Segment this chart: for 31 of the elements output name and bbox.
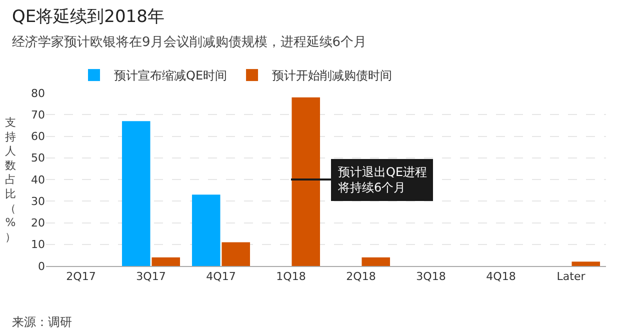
bar	[152, 257, 180, 266]
x-tick-label: 1Q18	[276, 270, 306, 284]
x-tick-label: 4Q17	[206, 270, 236, 284]
y-tick-label: 0	[38, 260, 45, 273]
y-tick-label: 40	[31, 173, 45, 186]
x-tick-label: 4Q18	[486, 270, 516, 284]
y-tick-label: 80	[31, 86, 45, 100]
x-tick-label: 2Q17	[66, 270, 96, 284]
bar	[572, 262, 600, 266]
bar	[292, 97, 320, 266]
y-tick-label: 30	[31, 194, 45, 208]
x-tick-label: 3Q18	[416, 270, 446, 284]
y-tick-label: 10	[31, 238, 45, 252]
x-tick-label: Later	[556, 270, 586, 284]
y-tick-label: 70	[31, 108, 45, 122]
bar	[222, 242, 250, 266]
annotation: 预计退出QE进程将持续6个月	[337, 165, 428, 195]
text: 支持人数占比（%）	[5, 116, 16, 244]
bar	[192, 194, 220, 266]
bar	[122, 121, 150, 266]
source-note: 来源：调研	[12, 315, 72, 329]
chart-subtitle: 经济学家预计欧银将在9月会议削减购债规模，进程延续6个月	[12, 34, 367, 50]
y-tick-label: 20	[31, 216, 45, 230]
x-tick-label: 3Q17	[136, 270, 166, 284]
x-tick-label: 2Q18	[346, 270, 376, 284]
legend-label: 预计开始削减购债时间	[272, 68, 392, 83]
bar	[362, 257, 390, 266]
legend-label: 预计宣布缩减QE时间	[114, 68, 228, 83]
chart-title: QE将延续到2018年	[12, 7, 164, 27]
y-tick-label: 50	[31, 152, 45, 165]
y-tick-label: 60	[31, 130, 45, 144]
